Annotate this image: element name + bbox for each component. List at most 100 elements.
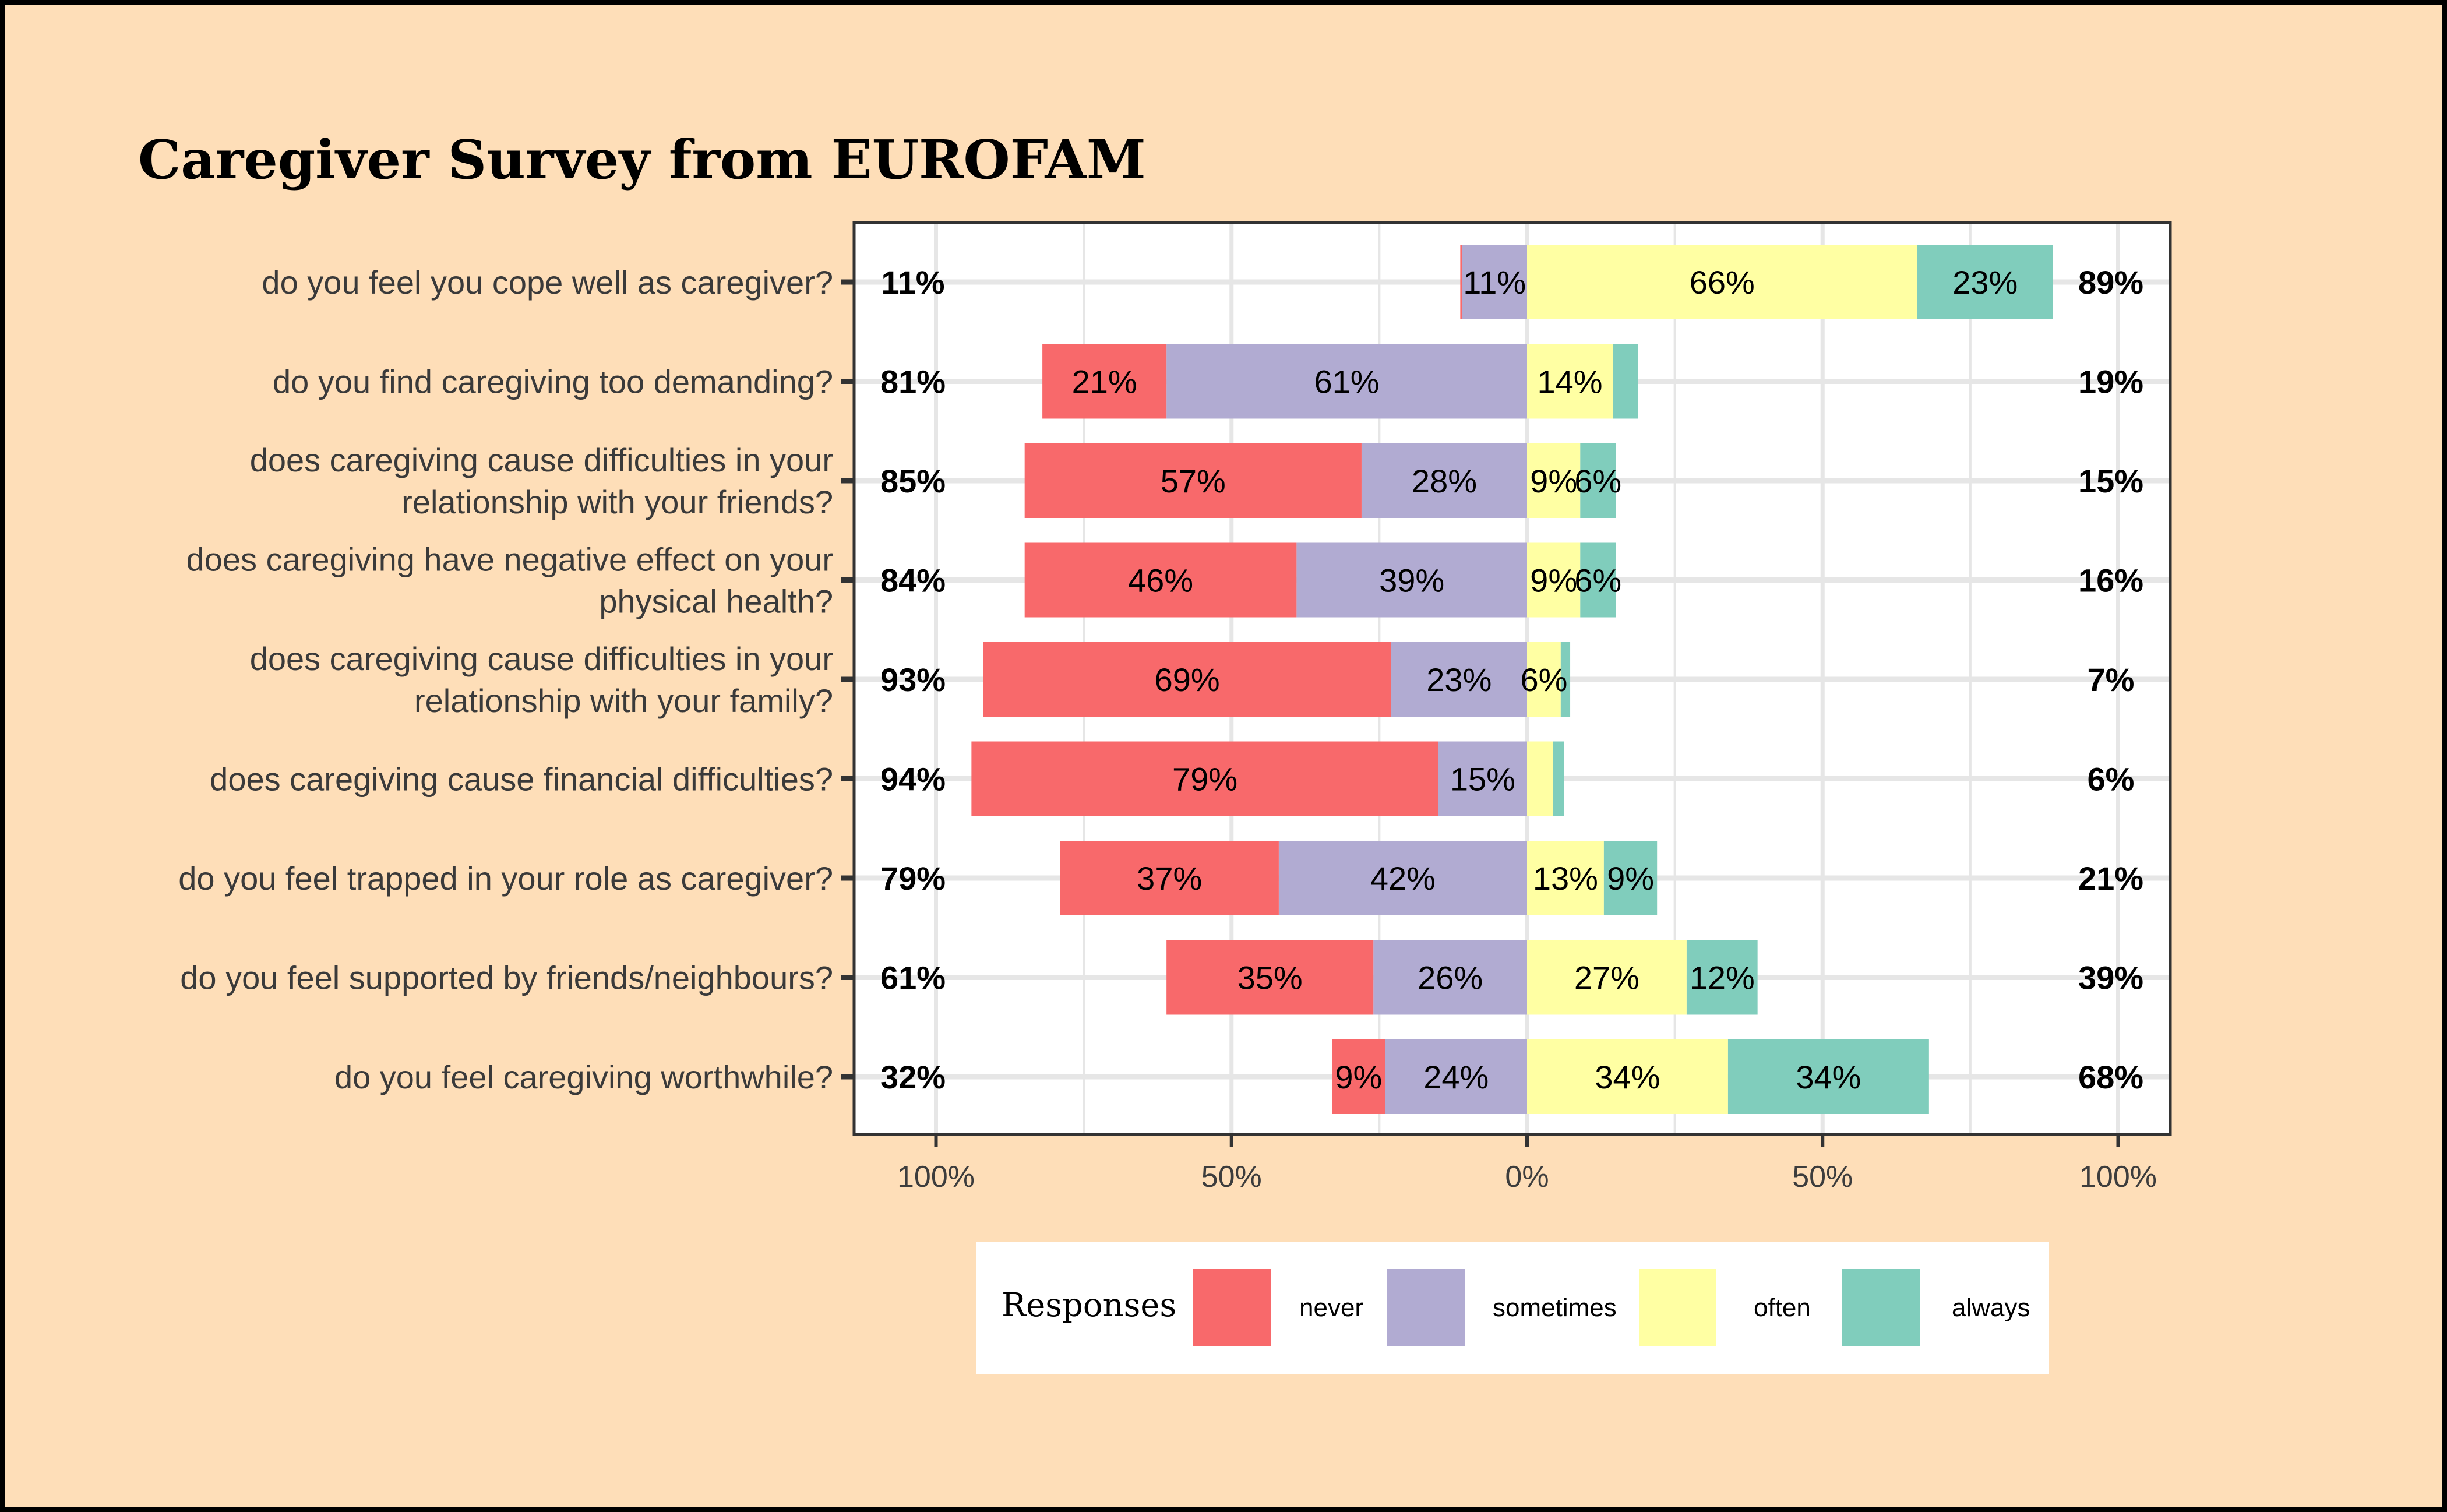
y-tick-label-line: relationship with your friends? (401, 484, 833, 520)
segment-label: 66% (1690, 264, 1755, 301)
bar-segment-never (1042, 344, 1167, 419)
bar-segment-never (1166, 940, 1374, 1015)
x-tick-label: 100% (897, 1160, 975, 1194)
total-positive-label: 21% (2078, 860, 2143, 897)
y-tick-label-line: do you feel you cope well as caregiver? (262, 264, 833, 301)
segment-label: 9% (1530, 463, 1577, 499)
chart: Caregiver Survey from EUROFAM 11% 66% 23%1… (138, 128, 2172, 1374)
segment-label: 9% (1335, 1059, 1382, 1095)
legend-title: Responses (1002, 1287, 1176, 1324)
bar-segment-never (1460, 245, 1462, 319)
chart-title: Caregiver Survey from EUROFAM (138, 128, 1146, 191)
segment-label: 46% (1128, 562, 1193, 599)
total-positive-label: 68% (2078, 1059, 2143, 1095)
legend-key-often (1639, 1269, 1716, 1346)
segment-label: 9% (1607, 860, 1654, 897)
legend-key-always (1842, 1269, 1920, 1346)
total-positive-label: 39% (2078, 960, 2143, 996)
y-tick-label: does caregiving cause difficulties in yo… (250, 640, 833, 719)
y-tick-label: do you feel supported by friends/neighbo… (180, 960, 833, 996)
bar-segment-often (1527, 1039, 1728, 1114)
segment-label: 28% (1412, 463, 1477, 499)
segment-label: 26% (1418, 960, 1483, 996)
total-negative-label: 85% (880, 463, 946, 499)
segment-label: 12% (1690, 960, 1755, 996)
segment-label: 23% (1426, 661, 1492, 698)
plot-area: 11% 66% 23% 11% 89% do you feel you cope well… (178, 221, 2172, 1194)
bar-segment-always (1560, 642, 1571, 717)
bar-segment-always (1580, 542, 1616, 618)
segment-label: 13% (1533, 860, 1598, 897)
segment-label: 37% (1137, 860, 1202, 897)
x-tick-label: 50% (1201, 1160, 1262, 1194)
y-tick-label-line: does caregiving cause difficulties in yo… (250, 442, 833, 478)
total-negative-label: 61% (880, 960, 946, 996)
bar-segment-always (1917, 245, 2053, 319)
y-tick-label: do you feel trapped in your role as care… (178, 860, 833, 897)
total-positive-label: 6% (2088, 761, 2135, 798)
total-negative-label: 94% (880, 761, 946, 798)
x-tick-label: 50% (1792, 1160, 1853, 1194)
bar-segment-often (1527, 741, 1553, 816)
y-tick-label: does caregiving have negative effect on … (186, 541, 833, 620)
y-tick-label-line: does caregiving cause financial difficul… (210, 761, 833, 798)
y-tick-label: does caregiving cause difficulties in yo… (250, 442, 833, 520)
legend-label-never: never (1299, 1294, 1363, 1322)
legend: Responses never sometimes often always (976, 1242, 2049, 1374)
segment-label: 23% (1952, 264, 2018, 301)
bar-segment-always (1553, 741, 1564, 816)
total-positive-label: 16% (2078, 562, 2143, 599)
total-negative-label: 81% (880, 364, 946, 400)
x-tick-label: 100% (2079, 1160, 2157, 1194)
segment-label: 39% (1379, 562, 1444, 599)
total-negative-label: 11% (882, 264, 945, 301)
segment-label: 15% (1450, 761, 1515, 798)
total-positive-label: 89% (2078, 264, 2143, 301)
y-tick-label-line: does caregiving have negative effect on … (186, 541, 833, 578)
bar-segment-sometimes (1391, 642, 1527, 717)
legend-label-often: often (1754, 1294, 1811, 1322)
segment-label: 21% (1072, 364, 1137, 400)
bar-segment-always (1613, 344, 1638, 419)
bar-segment-always (1580, 443, 1616, 518)
y-tick-label: does caregiving cause financial difficul… (210, 761, 833, 798)
segment-label: 24% (1423, 1059, 1489, 1095)
bar-segment-sometimes (1166, 344, 1527, 419)
bar-segment-never (971, 741, 1438, 816)
legend-key-never (1193, 1269, 1271, 1346)
y-tick-label: do you find caregiving too demanding? (273, 364, 833, 400)
y-tick-label-line: relationship with your family? (414, 682, 833, 719)
segment-label: 61% (1314, 364, 1380, 400)
y-tick-label-line: physical health? (599, 583, 833, 620)
bar-segment-never (983, 642, 1391, 717)
total-negative-label: 93% (880, 661, 946, 698)
segment-label: 11% (1463, 264, 1526, 301)
bar-segment-often (1527, 245, 1917, 319)
bar-segment-never (1024, 443, 1362, 518)
segment-label: 9% (1530, 562, 1577, 599)
segment-label: 69% (1155, 661, 1220, 698)
segment-label: 14% (1538, 364, 1603, 400)
bar-segment-sometimes (1438, 741, 1527, 816)
bar-segment-never (1332, 1039, 1385, 1114)
total-negative-label: 84% (880, 562, 946, 599)
y-tick-label-line: do you find caregiving too demanding? (273, 364, 833, 400)
bar-segment-often (1527, 443, 1581, 518)
bar-segment-sometimes (1373, 940, 1527, 1015)
total-positive-label: 19% (2078, 364, 2143, 400)
bar-segment-often (1527, 344, 1613, 419)
y-tick-label-line: does caregiving cause difficulties in yo… (250, 640, 833, 677)
y-tick-label: do you feel caregiving worthwhile? (334, 1059, 833, 1095)
bar-segment-often (1527, 642, 1561, 717)
bar-segment-always (1686, 940, 1758, 1015)
legend-key-sometimes (1387, 1269, 1465, 1346)
bar-segment-often (1527, 841, 1604, 915)
y-tick-label-line: do you feel caregiving worthwhile? (334, 1059, 833, 1095)
bar-segment-sometimes (1385, 1039, 1527, 1114)
bar-segment-never (1024, 542, 1297, 618)
total-negative-label: 32% (880, 1059, 946, 1095)
y-tick-label: do you feel you cope well as caregiver? (262, 264, 833, 301)
bar-segment-often (1527, 940, 1687, 1015)
segment-label: 79% (1172, 761, 1237, 798)
